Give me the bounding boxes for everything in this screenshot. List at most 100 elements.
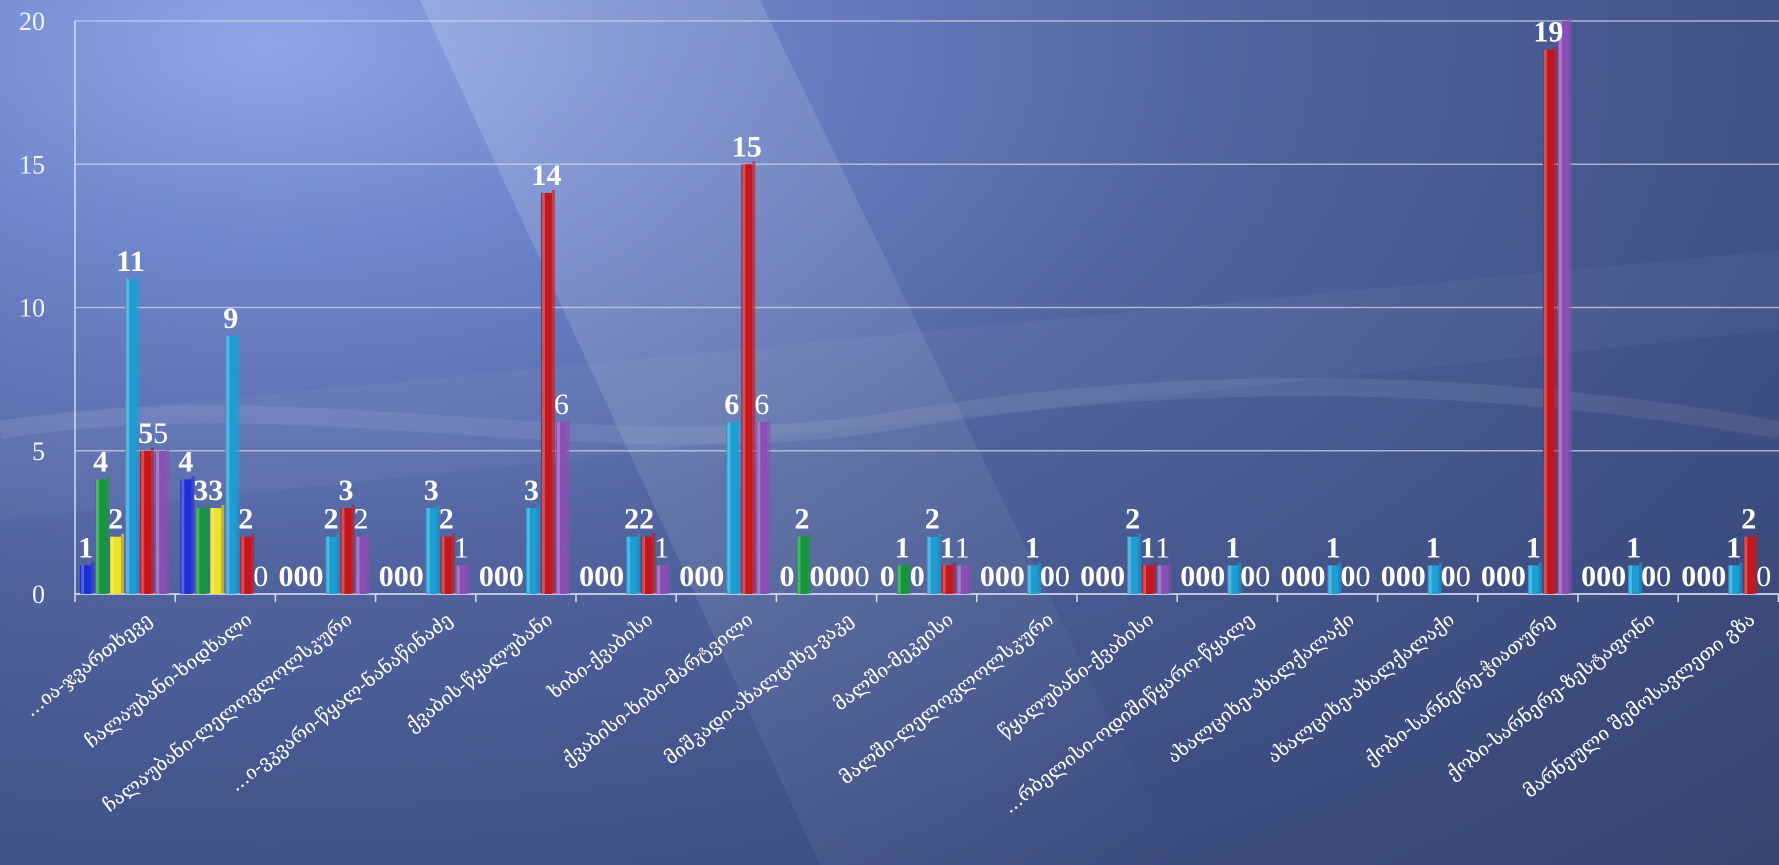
- bar-side: [937, 533, 941, 594]
- bar-side: [136, 275, 140, 594]
- data-label: 2: [795, 503, 810, 536]
- data-label: 1: [1426, 531, 1441, 564]
- data-label: 2: [324, 503, 339, 536]
- bar: [155, 450, 167, 594]
- bar-highlight: [1528, 565, 1532, 594]
- category-label: მალში-ლელოვლოლსკური: [836, 609, 1058, 790]
- data-label: 4: [178, 445, 193, 478]
- data-label: 0: [1611, 560, 1626, 593]
- bar-highlight: [556, 422, 560, 594]
- bar: [425, 508, 437, 594]
- data-label: 0: [1010, 560, 1025, 593]
- bar-highlight: [657, 565, 661, 594]
- data-label: 0: [1080, 560, 1095, 593]
- bar-highlight: [141, 450, 145, 594]
- bar: [555, 422, 567, 594]
- bar-side: [737, 419, 741, 594]
- data-label: 0: [609, 560, 624, 593]
- bar: [125, 278, 137, 594]
- bar: [180, 479, 192, 594]
- bar: [440, 536, 452, 594]
- bar: [1327, 565, 1339, 594]
- data-label: 0: [1381, 560, 1396, 593]
- bar-highlight: [456, 565, 460, 594]
- bar-highlight: [1744, 536, 1748, 594]
- bar-side: [1739, 562, 1743, 594]
- bar-highlight: [1629, 565, 1633, 594]
- data-label: 0: [855, 560, 870, 593]
- bar-highlight: [426, 508, 430, 594]
- category-label: ქობი-სარნერე-ზესტაფონი: [1442, 609, 1659, 785]
- data-label: 0: [579, 560, 594, 593]
- bar: [941, 565, 953, 594]
- bar-highlight: [356, 536, 360, 594]
- data-label: 0: [1641, 560, 1656, 593]
- bar-side: [536, 505, 540, 594]
- bar-side: [451, 533, 455, 594]
- bar-highlight: [241, 536, 245, 594]
- bar-highlight: [1558, 21, 1562, 594]
- bar-highlight: [627, 536, 631, 594]
- bar-highlight: [727, 422, 731, 594]
- bar: [1743, 536, 1755, 594]
- bar-highlight: [742, 164, 746, 594]
- data-label: 0: [1341, 560, 1356, 593]
- bar: [210, 508, 222, 594]
- data-label: 2: [1741, 503, 1756, 536]
- data-label: 3: [424, 474, 439, 507]
- data-label: 3: [524, 474, 539, 507]
- data-label: 6: [754, 388, 769, 421]
- bar-side: [236, 333, 240, 594]
- bar-side: [166, 447, 170, 594]
- data-label: 0: [1356, 560, 1371, 593]
- bar-side: [191, 476, 195, 594]
- data-label: 0: [309, 560, 324, 593]
- bar-highlight: [81, 565, 85, 594]
- data-label: 0: [479, 560, 494, 593]
- bar: [110, 536, 122, 594]
- data-label: 2: [925, 503, 940, 536]
- data-label: 1: [78, 531, 93, 564]
- bar: [95, 479, 107, 594]
- data-label: 0: [694, 560, 709, 593]
- bar-highlight: [111, 536, 115, 594]
- data-label: 0: [1210, 560, 1225, 593]
- data-label: 2: [108, 503, 123, 536]
- data-label: 0: [1281, 560, 1296, 593]
- category-label: ქობი-სარნერე-ჭიათურე: [1361, 609, 1559, 771]
- bar-side: [752, 161, 756, 594]
- data-label: 0: [1441, 560, 1456, 593]
- data-label: 1: [940, 531, 955, 564]
- bar-highlight: [541, 192, 545, 594]
- y-tick-label: 15: [19, 150, 45, 179]
- data-label: 0: [409, 560, 424, 593]
- bar: [926, 536, 938, 594]
- bar-side: [251, 533, 255, 594]
- bar: [195, 508, 207, 594]
- data-label: 3: [208, 474, 223, 507]
- data-label: 0: [494, 560, 509, 593]
- bar: [355, 536, 367, 594]
- bar-side: [121, 533, 125, 594]
- bar: [1427, 565, 1439, 594]
- data-label: 0: [1756, 560, 1771, 593]
- bar-highlight: [942, 565, 946, 594]
- data-label: 2: [238, 503, 253, 536]
- data-label: 0: [1296, 560, 1311, 593]
- data-label: 11: [116, 245, 144, 278]
- bar: [896, 565, 908, 594]
- bar: [240, 536, 252, 594]
- y-tick-label: 0: [32, 580, 45, 609]
- data-label: 0: [1596, 560, 1611, 593]
- bar-side: [366, 533, 370, 594]
- data-label: 1: [1326, 531, 1341, 564]
- bar-side: [336, 533, 340, 594]
- bar-side: [436, 505, 440, 594]
- data-label: 0: [279, 560, 294, 593]
- bar-highlight: [526, 508, 530, 594]
- bar: [80, 565, 92, 594]
- data-label: 9: [223, 302, 238, 335]
- category-label: ქვაბისი-ხიბი-მარტვილი: [558, 609, 757, 771]
- bar-side: [551, 189, 555, 594]
